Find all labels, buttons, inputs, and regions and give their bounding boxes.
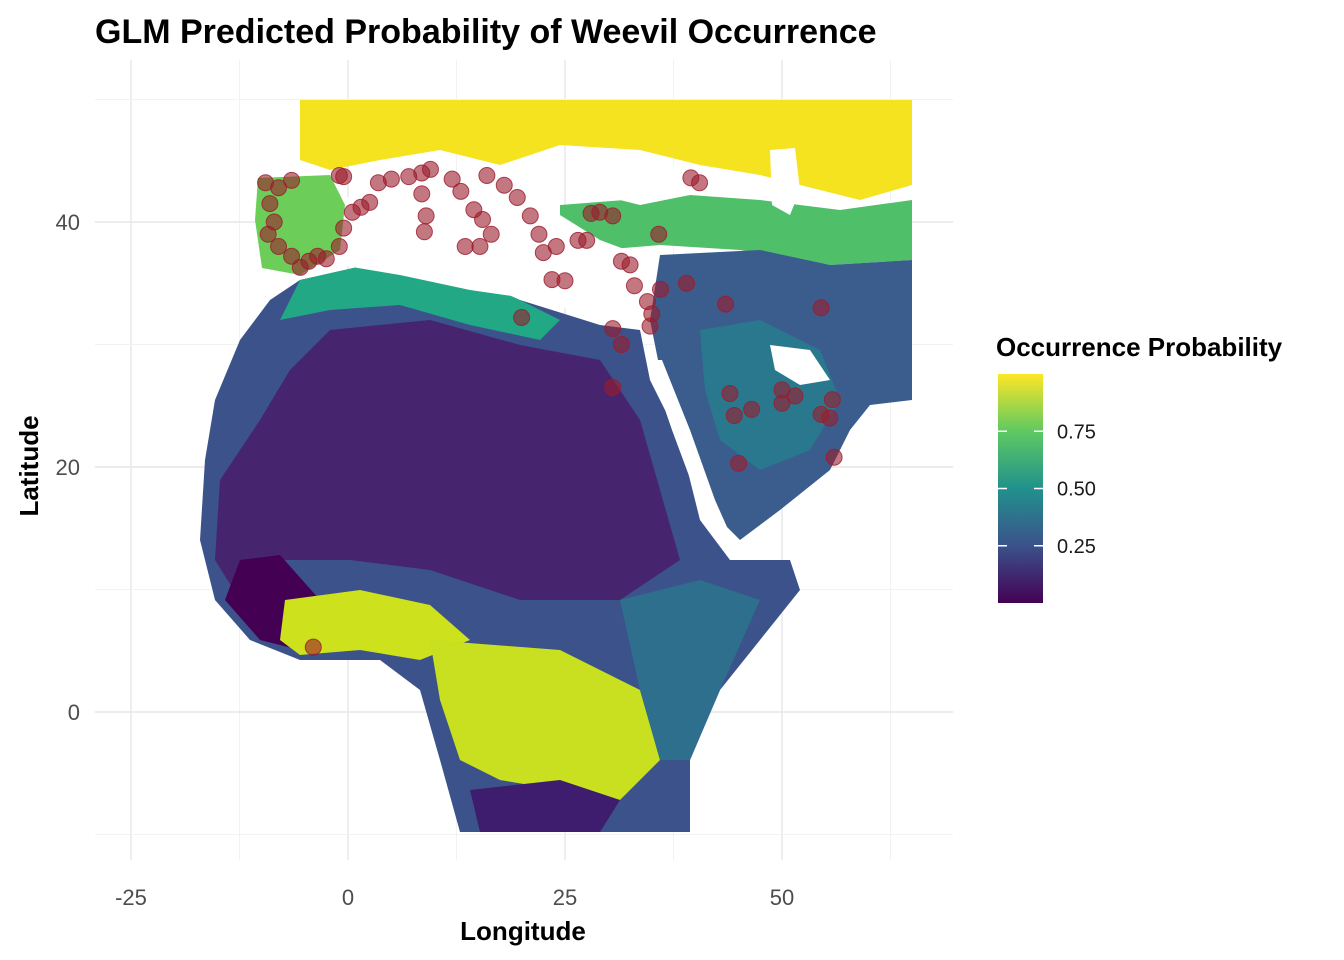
occurrence-point xyxy=(513,309,531,327)
x-tick-label: 0 xyxy=(342,885,354,910)
occurrence-point xyxy=(330,166,348,184)
occurrence-point xyxy=(270,179,288,197)
y-tick-label: 40 xyxy=(56,210,80,235)
surface-black-sea xyxy=(600,160,700,205)
occurrence-point xyxy=(456,238,474,255)
occurrence-point xyxy=(604,378,622,396)
legend-tick-label: 0.50 xyxy=(1057,479,1096,501)
occurrence-point xyxy=(330,238,348,255)
x-tick-labels: -25 0 25 50 xyxy=(115,885,794,910)
legend-ticks: 0.25 0.50 0.75 xyxy=(998,421,1096,558)
surface-anatolia xyxy=(560,195,912,265)
occurrence-point xyxy=(604,207,622,225)
occurrence-point xyxy=(421,160,439,178)
occurrence-point xyxy=(612,336,630,353)
occurrence-point xyxy=(678,274,696,292)
occurrence-points xyxy=(257,160,843,656)
x-tick-label: -25 xyxy=(115,885,147,910)
occurrence-point xyxy=(812,299,830,317)
probability-surface xyxy=(200,100,912,832)
occurrence-point xyxy=(823,391,841,409)
occurrence-point xyxy=(578,231,596,249)
occurrence-point xyxy=(821,409,839,427)
surface-europe xyxy=(300,100,912,200)
occurrence-point xyxy=(443,170,461,188)
occurrence-point xyxy=(478,166,496,184)
surface-central-africa xyxy=(430,640,660,800)
occurrence-point xyxy=(361,193,379,211)
occurrence-point xyxy=(317,250,335,268)
y-tick-label: 0 xyxy=(68,700,80,725)
occurrence-point xyxy=(382,170,400,188)
surface-persian-gulf xyxy=(770,345,830,385)
occurrence-point xyxy=(335,219,353,237)
occurrence-point xyxy=(283,171,301,189)
occurrence-point xyxy=(773,394,791,412)
occurrence-point xyxy=(530,225,548,243)
surface-south-dark xyxy=(470,780,620,832)
occurrence-point xyxy=(259,225,277,243)
occurrence-point xyxy=(508,189,526,206)
surface-red-sea xyxy=(648,360,735,548)
occurrence-point xyxy=(417,207,435,225)
legend-tick-label: 0.75 xyxy=(1057,421,1096,443)
occurrence-point xyxy=(717,295,735,313)
occurrence-point xyxy=(471,238,489,255)
occurrence-point xyxy=(625,277,643,295)
y-tick-label: 20 xyxy=(56,455,80,480)
occurrence-point xyxy=(452,182,470,200)
x-tick-label: 25 xyxy=(553,885,577,910)
occurrence-point xyxy=(721,385,739,402)
y-tick-labels: 0 20 40 xyxy=(56,210,80,725)
legend-title: Occurrence Probability xyxy=(996,332,1283,362)
surface-caspian xyxy=(770,148,800,215)
occurrence-point xyxy=(521,207,539,225)
occurrence-point xyxy=(304,638,322,656)
surface-sahara xyxy=(215,320,680,600)
chart-title: GLM Predicted Probability of Weevil Occu… xyxy=(95,13,877,51)
occurrence-point xyxy=(786,387,804,405)
x-tick-label: 50 xyxy=(770,885,794,910)
occurrence-point xyxy=(413,185,431,203)
y-axis-title: Latitude xyxy=(14,415,44,516)
legend: Occurrence Probability 0.25 0.50 0.75 xyxy=(996,332,1283,603)
occurrence-point xyxy=(651,280,669,298)
occurrence-point xyxy=(730,454,748,472)
legend-tick-label: 0.25 xyxy=(1057,536,1096,558)
occurrence-point xyxy=(547,238,565,255)
occurrence-point xyxy=(743,400,761,418)
surface-guinea xyxy=(280,590,470,660)
x-axis-title: Longitude xyxy=(460,916,586,946)
occurrence-point xyxy=(725,407,743,425)
occurrence-point xyxy=(604,320,622,338)
occurrence-point xyxy=(621,256,639,274)
occurrence-point xyxy=(825,448,843,466)
occurrence-point xyxy=(650,225,668,243)
occurrence-point xyxy=(270,238,288,255)
occurrence-point xyxy=(495,176,513,194)
occurrence-point xyxy=(641,317,659,335)
occurrence-point xyxy=(261,195,279,213)
occurrence-point xyxy=(482,225,500,243)
surface-east-africa xyxy=(620,580,760,760)
occurrence-point xyxy=(415,223,433,241)
occurrence-point xyxy=(474,211,492,229)
occurrence-point xyxy=(556,272,574,290)
occurrence-point xyxy=(691,174,709,192)
occurrence-point xyxy=(582,204,600,222)
surface-maghreb xyxy=(280,262,560,340)
